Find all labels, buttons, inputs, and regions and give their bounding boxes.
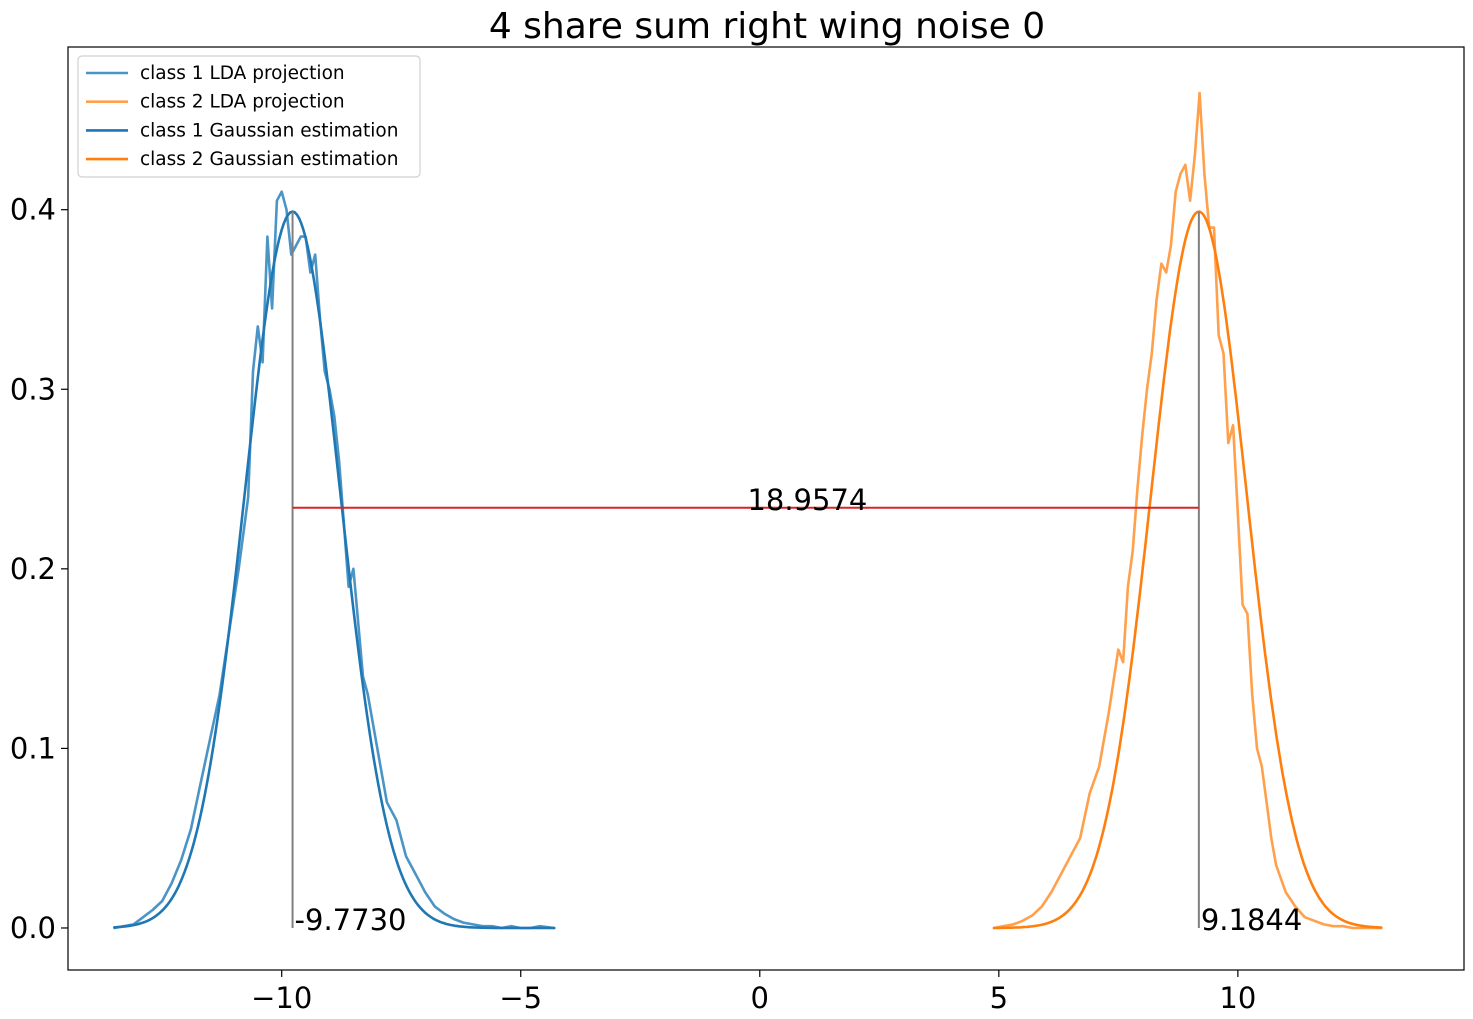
chart-title: 4 share sum right wing noise 0	[489, 6, 1045, 47]
legend: class 1 LDA projection class 2 LDA projec…	[77, 55, 421, 178]
y-tick-label-1: 0.1	[10, 731, 56, 765]
legend-label-3: class 1 Gaussian estimation	[140, 120, 398, 141]
series-line-3	[113, 210, 556, 930]
y-tick-label-2: 0.2	[10, 552, 56, 586]
annotation-label-4: 9.1844	[1201, 903, 1302, 937]
y-tick-label-0: 0.0	[10, 911, 56, 945]
axes-frame	[67, 46, 1465, 971]
legend-label-4: class 2 Gaussian estimation	[140, 149, 398, 170]
x-tick-label-3: 5	[990, 981, 1008, 1015]
y-tick-label-3: 0.3	[10, 372, 56, 406]
series-line-4	[992, 210, 1383, 930]
annotation-label-5: 18.9574	[747, 483, 867, 517]
series-line-2	[992, 91, 1383, 930]
x-tick-label-1: −5	[499, 981, 542, 1015]
plot-area	[113, 91, 1383, 930]
y-tick-label-4: 0.4	[10, 193, 56, 227]
legend-label-2: class 2 LDA projection	[140, 92, 345, 113]
x-tick-label-2: 0	[751, 981, 769, 1015]
legend-box	[77, 55, 421, 178]
annotations: -9.7730 9.1844 18.9574	[291, 211, 1302, 937]
legend-label-1: class 1 LDA projection	[140, 63, 345, 84]
axes: −10 −5 0 5 10 0.0 0.1 0.2 0.3 0.4	[10, 46, 1465, 1015]
x-tick-label-0: −10	[251, 981, 312, 1015]
x-tick-label-4: 10	[1219, 981, 1256, 1015]
annotation-label-3: -9.7730	[295, 903, 407, 937]
